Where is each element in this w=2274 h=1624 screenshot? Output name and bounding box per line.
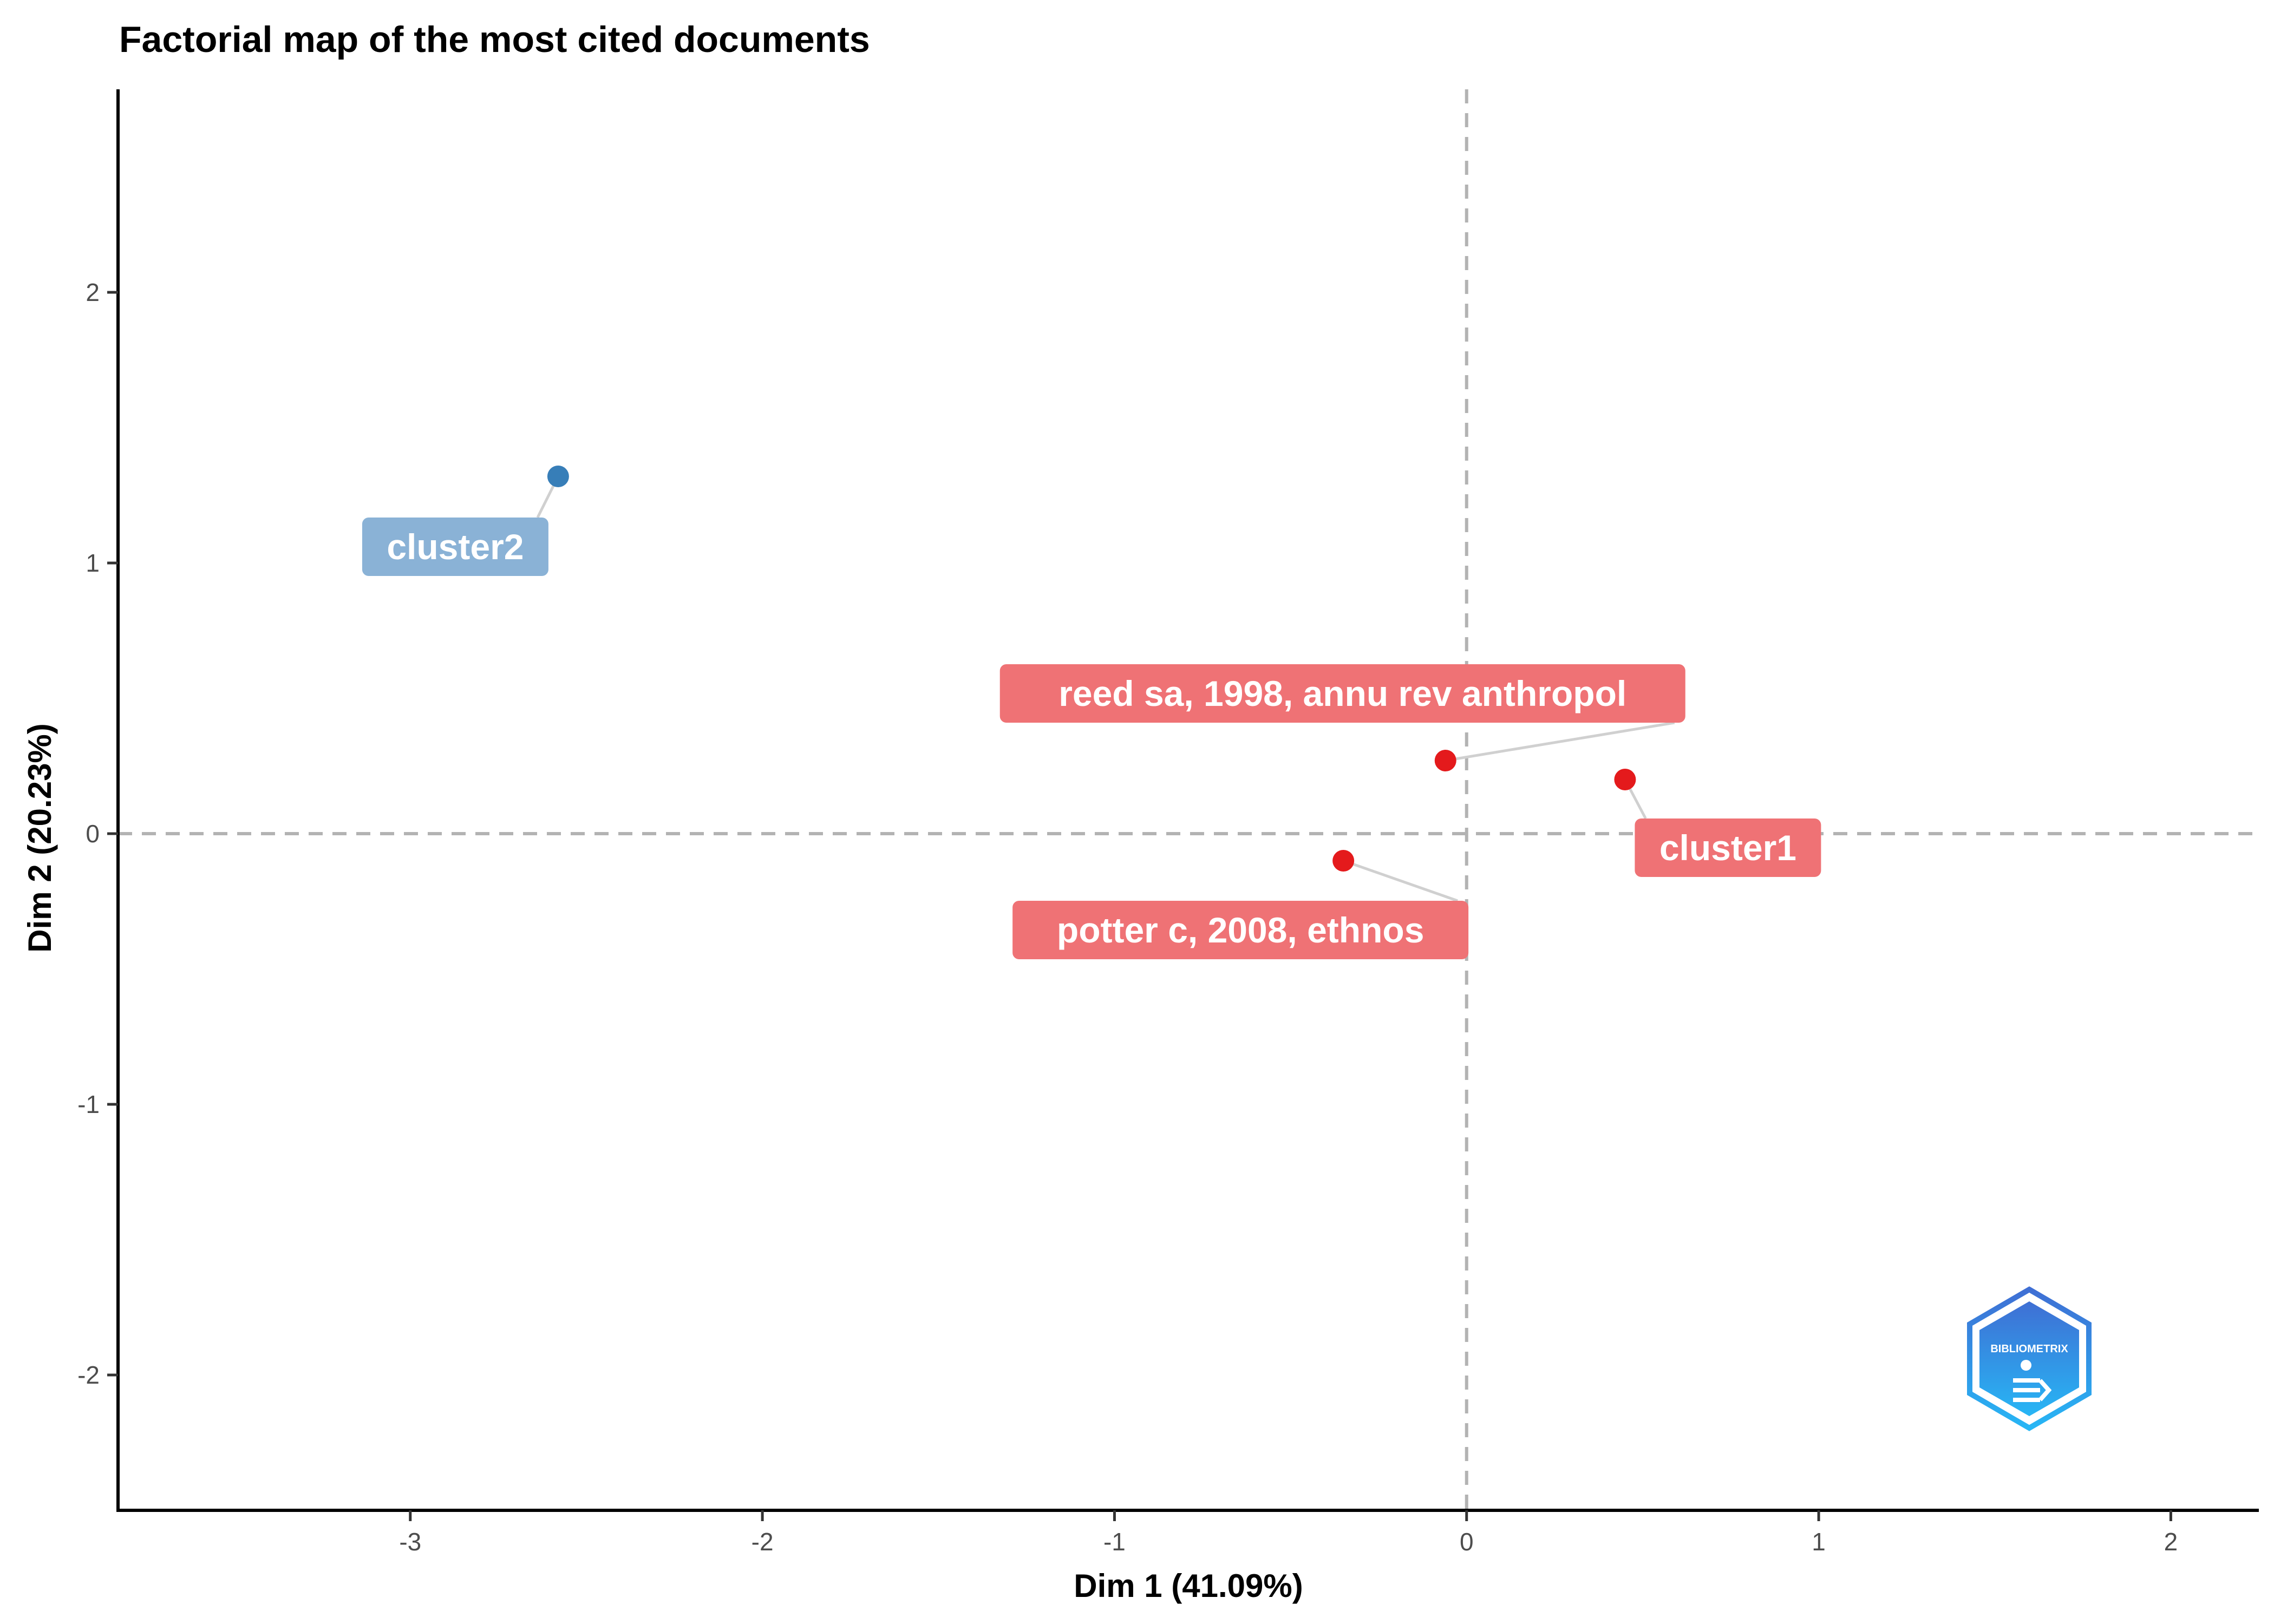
axes <box>116 89 2259 1512</box>
data-point <box>1434 750 1456 771</box>
data-label: cluster2 <box>362 518 548 576</box>
y-tick-label: -1 <box>77 1090 100 1118</box>
data-label-text: cluster2 <box>387 527 524 567</box>
y-axis-title: Dim 2 (20.23%) <box>22 723 58 953</box>
data-point <box>1332 850 1355 872</box>
x-tick-label: 1 <box>1812 1528 1826 1556</box>
data-label-box <box>999 664 1685 723</box>
x-axis-title: Dim 1 (41.09%) <box>1074 1568 1303 1604</box>
x-tick-label: 0 <box>1460 1528 1474 1556</box>
y-tick-label: 0 <box>86 820 100 848</box>
label-leader-line <box>1445 721 1675 762</box>
data-label-text: potter c, 2008, ethnos <box>1057 910 1424 950</box>
chart-title: Factorial map of the most cited document… <box>119 19 870 60</box>
data-label: potter c, 2008, ethnos <box>1012 901 1469 959</box>
data-labels: cluster2 reed sa, 1998, annu rev anthropo… <box>362 518 1821 959</box>
reference-lines <box>118 89 2259 1510</box>
bibliometrix-logo-icon: BIBLIOMETRIX <box>1967 1286 2092 1431</box>
data-label-text: cluster1 <box>1659 828 1796 868</box>
y-tick-label: -2 <box>77 1361 100 1389</box>
data-label-text: reed sa, 1998, annu rev anthropol <box>1058 673 1626 713</box>
data-point <box>1614 769 1636 790</box>
logo-text: BIBLIOMETRIX <box>1990 1343 2068 1355</box>
data-label: reed sa, 1998, annu rev anthropol <box>999 664 1685 723</box>
data-point <box>547 466 569 487</box>
data-points <box>547 466 1636 872</box>
data-label-box <box>362 518 548 576</box>
x-axis-ticks: -3 -2 -1 0 1 2 <box>399 1510 2178 1556</box>
logo-figure-icon <box>2013 1360 2052 1402</box>
data-label-box <box>1012 901 1469 959</box>
x-tick-label: -1 <box>1103 1528 1126 1556</box>
y-tick-label: 2 <box>86 278 100 306</box>
data-label-box <box>1635 818 1821 877</box>
data-label: cluster1 <box>1635 818 1821 877</box>
y-tick-label: 1 <box>86 549 100 577</box>
label-leader-line <box>1343 859 1458 902</box>
y-axis-ticks: -2 -1 0 1 2 <box>77 278 118 1389</box>
x-tick-label: -3 <box>399 1528 421 1556</box>
x-tick-label: 2 <box>2164 1528 2178 1556</box>
x-tick-label: -2 <box>752 1528 774 1556</box>
